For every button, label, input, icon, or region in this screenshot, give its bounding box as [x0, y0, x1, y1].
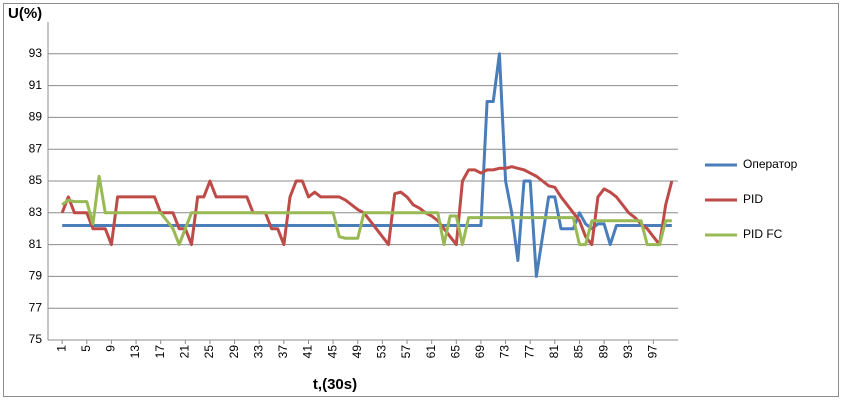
x-tick-label: 65 [448, 345, 462, 359]
series-line [62, 52, 672, 278]
y-tick-label: 93 [29, 46, 43, 60]
chart-border [3, 3, 839, 397]
x-tick-label: 17 [153, 345, 167, 359]
series-line [60, 165, 674, 247]
x-tick-label: 53 [375, 345, 389, 359]
x-tick-label: 73 [498, 345, 512, 359]
series-line [61, 174, 672, 247]
x-tick-label: 13 [128, 345, 142, 359]
x-tick-label: 89 [596, 345, 610, 359]
x-tick-label: 41 [301, 345, 315, 359]
x-tick-label: 49 [350, 345, 364, 359]
x-tick-label: 45 [325, 345, 339, 359]
x-tick-label: 81 [547, 345, 561, 359]
y-tick-label: 89 [29, 110, 43, 124]
y-tick-label: 77 [29, 300, 43, 314]
x-tick-label: 69 [473, 345, 487, 359]
y-tick-label: 75 [29, 332, 43, 346]
x-tick-label: 5 [79, 345, 93, 352]
x-tick-label: 57 [399, 345, 413, 359]
x-tick-label: 21 [178, 345, 192, 359]
x-tick-label: 93 [621, 345, 635, 359]
y-tick-label: 81 [29, 237, 43, 251]
legend-label: PID [743, 192, 763, 206]
x-tick-label: 29 [227, 345, 241, 359]
x-tick-label: 9 [104, 345, 118, 352]
x-tick-label: 37 [276, 345, 290, 359]
x-tick-label: 33 [251, 345, 265, 359]
x-tick-label: 77 [522, 345, 536, 359]
x-tick-label: 97 [646, 345, 660, 359]
y-tick-label: 83 [29, 205, 43, 219]
legend-label: Оператор [743, 157, 798, 171]
y-tick-label: 79 [29, 269, 43, 283]
y-tick-label: 87 [29, 141, 43, 155]
y-tick-label: 91 [29, 78, 43, 92]
x-tick-label: 25 [202, 345, 216, 359]
x-tick-label: 85 [572, 345, 586, 359]
y-axis-title: U(%) [8, 5, 42, 22]
legend-label: PID FC [743, 227, 783, 241]
y-tick-label: 85 [29, 173, 43, 187]
x-tick-label: 1 [54, 345, 68, 352]
x-axis-title: t,(30s) [313, 376, 357, 393]
x-tick-label: 61 [424, 345, 438, 359]
